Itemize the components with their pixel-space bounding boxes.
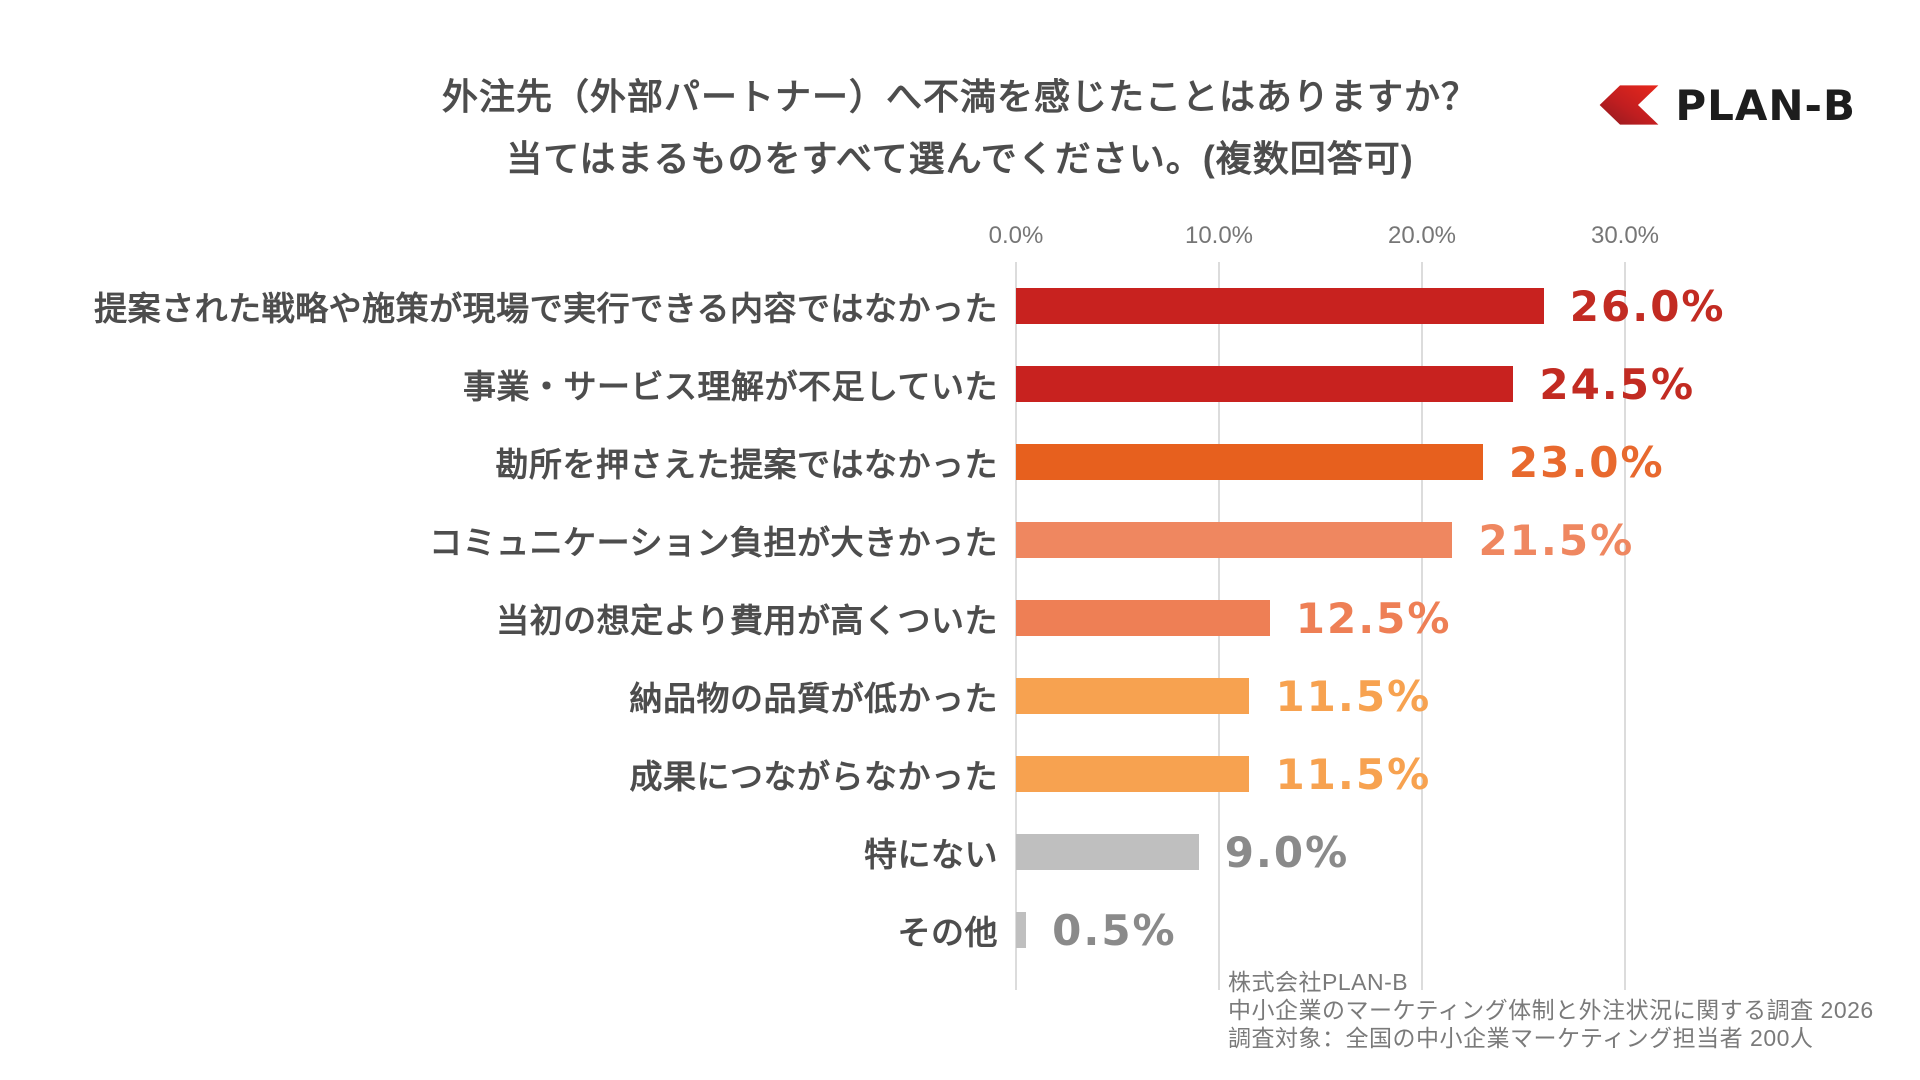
value-label: 26.0% [1569,281,1726,331]
source-company: 株式会社PLAN-B [1228,969,1409,995]
source-note: 株式会社PLAN-B 中小企業のマーケティング体制と外注状況に関する調査 202… [1228,968,1874,1052]
gridline-30pct [1624,262,1626,990]
axis-tick-label: 30.0% [1590,222,1660,249]
bar [1016,678,1250,714]
category-label: コミュニケーション負担が大きかった [429,524,998,561]
source-survey-name: 中小企業のマーケティング体制と外注状況に関する調査 2026 [1228,997,1874,1023]
value-label: 21.5% [1478,515,1635,565]
chart-title: 外注先（外部パートナー）へ不満を感じたことはありますか？ 当てはまるものをすべて… [260,75,1660,181]
x-axis: 0.0% 10.0% 20.0% 30.0% [0,222,1920,249]
chart-row: その他 0.5% [0,891,1920,969]
chart-title-line2: 当てはまるものをすべて選んでください。(複数回答可) [506,138,1414,179]
value-label: 11.5% [1275,749,1432,799]
value-label: 11.5% [1275,671,1432,721]
chart-row: 特にない 9.0% [0,813,1920,891]
category-label: 勘所を押さえた提案ではなかった [495,446,998,483]
axis-tick-label: 0.0% [988,222,1044,249]
value-label: 24.5% [1539,359,1696,409]
chart-title-line1: 外注先（外部パートナー）へ不満を感じたことはありますか？ [441,76,1478,117]
source-respondents: 調査対象：全国の中小企業マーケティング担当者 200人 [1228,1025,1814,1051]
category-label: 提案された戦略や施策が現場で実行できる内容ではなかった [94,290,998,327]
category-label: 事業・サービス理解が不足していた [462,368,998,405]
plan-b-logo: PLAN-B [1598,80,1856,130]
chart-row: 勘所を押さえた提案ではなかった 23.0% [0,423,1920,501]
axis-tick-label: 10.0% [1184,222,1254,249]
bar [1016,522,1453,558]
chart-row: コミュニケーション負担が大きかった 21.5% [0,501,1920,579]
bar [1016,600,1270,636]
category-label: 当初の想定より費用が高くついた [496,602,998,639]
bar [1016,834,1199,870]
value-label: 23.0% [1508,437,1665,487]
bar [1016,444,1483,480]
chart-row: 事業・サービス理解が不足していた 24.5% [0,345,1920,423]
category-label: 特にない [864,836,998,873]
chart-row: 納品物の品質が低かった 11.5% [0,657,1920,735]
bar [1016,288,1544,324]
category-label: その他 [897,914,998,951]
chart-row: 当初の想定より費用が高くついた 12.5% [0,579,1920,657]
value-label: 0.5% [1052,905,1177,955]
bar [1016,366,1514,402]
category-label: 納品物の品質が低かった [629,680,998,717]
plan-b-logo-mark-icon [1599,85,1659,125]
plan-b-logo-text: PLAN-B [1675,80,1856,130]
bar [1016,912,1027,948]
value-label: 12.5% [1295,593,1452,643]
value-label: 9.0% [1224,827,1350,877]
axis-tick-label: 20.0% [1387,222,1457,249]
bar [1016,756,1250,792]
bar-rows: 提案された戦略や施策が現場で実行できる内容ではなかった 26.0% 事業・サービ… [0,267,1920,969]
chart-row: 提案された戦略や施策が現場で実行できる内容ではなかった 26.0% [0,267,1920,345]
chart-row: 成果につながらなかった 11.5% [0,735,1920,813]
gridline-20pct [1421,262,1423,990]
category-label: 成果につながらなかった [629,758,998,795]
